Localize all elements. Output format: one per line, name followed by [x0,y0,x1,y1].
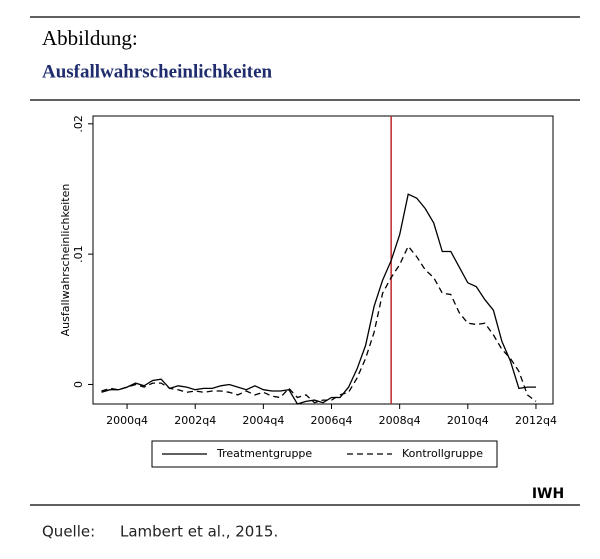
x-tick-label: 2008q4 [379,414,421,427]
legend-label: Treatmentgruppe [216,447,312,460]
source-label: Quelle: [42,523,95,541]
x-tick-label: 2002q4 [174,414,216,427]
x-tick-label: 2010q4 [447,414,489,427]
series-line [101,245,537,404]
y-axis-title: Ausfallwahrscheinlichkeiten [59,184,72,337]
figure-title: Ausfallwahrscheinlichkeiten [42,61,273,82]
source-text: Lambert et al., 2015. [120,523,278,541]
x-tick-label: 2006q4 [311,414,353,427]
figure-label: Abbildung: [42,26,138,50]
x-tick-label: 2012q4 [515,414,557,427]
y-tick-label: .02 [72,115,85,132]
brand: IWH [532,486,564,502]
y-tick-label: 0 [72,381,85,388]
legend-label: Kontrollgruppe [402,447,483,460]
legend [151,440,498,468]
plot-frame [92,115,554,405]
x-tick-label: 2000q4 [106,414,148,427]
x-tick-label: 2004q4 [242,414,284,427]
y-tick-label: .01 [72,245,85,263]
series-line [101,193,536,405]
